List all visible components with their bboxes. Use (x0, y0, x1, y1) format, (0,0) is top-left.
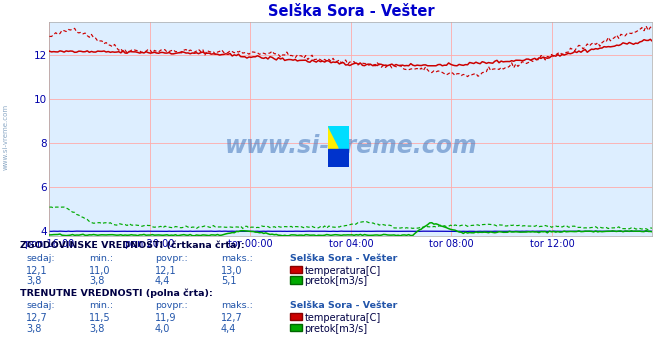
Polygon shape (328, 126, 349, 167)
Title: Selška Sora - Vešter: Selška Sora - Vešter (268, 4, 434, 19)
Text: povpr.:: povpr.: (155, 301, 188, 310)
Text: www.si-vreme.com: www.si-vreme.com (225, 134, 477, 158)
Text: temperatura[C]: temperatura[C] (304, 266, 381, 276)
Text: povpr.:: povpr.: (155, 254, 188, 263)
Text: 11,5: 11,5 (89, 313, 111, 323)
Text: 13,0: 13,0 (221, 266, 243, 276)
Bar (328, 149, 349, 167)
Text: maks.:: maks.: (221, 301, 252, 310)
Text: 5,1: 5,1 (221, 276, 237, 287)
Text: 3,8: 3,8 (26, 324, 42, 334)
Text: 12,7: 12,7 (221, 313, 243, 323)
Text: pretok[m3/s]: pretok[m3/s] (304, 324, 368, 334)
Text: Selška Sora - Vešter: Selška Sora - Vešter (290, 254, 397, 263)
Text: 3,8: 3,8 (89, 276, 104, 287)
Text: pretok[m3/s]: pretok[m3/s] (304, 276, 368, 287)
Text: 4,0: 4,0 (155, 324, 170, 334)
Text: 3,8: 3,8 (26, 276, 42, 287)
Text: TRENUTNE VREDNOSTI (polna črta):: TRENUTNE VREDNOSTI (polna črta): (20, 289, 212, 298)
Text: min.:: min.: (89, 254, 113, 263)
Text: ZGODOVINSKE VREDNOSTI (črtkana črta):: ZGODOVINSKE VREDNOSTI (črtkana črta): (20, 241, 244, 250)
Text: temperatura[C]: temperatura[C] (304, 313, 381, 323)
Text: sedaj:: sedaj: (26, 301, 55, 310)
Text: 11,0: 11,0 (89, 266, 111, 276)
Text: 4,4: 4,4 (221, 324, 236, 334)
Polygon shape (328, 126, 349, 167)
Text: 3,8: 3,8 (89, 324, 104, 334)
Text: 12,7: 12,7 (26, 313, 48, 323)
Text: Selška Sora - Vešter: Selška Sora - Vešter (290, 301, 397, 310)
Text: www.si-vreme.com: www.si-vreme.com (2, 104, 9, 170)
Text: min.:: min.: (89, 301, 113, 310)
Text: 12,1: 12,1 (26, 266, 48, 276)
Text: 4,4: 4,4 (155, 276, 170, 287)
Text: sedaj:: sedaj: (26, 254, 55, 263)
Text: maks.:: maks.: (221, 254, 252, 263)
Text: 12,1: 12,1 (155, 266, 177, 276)
Text: 11,9: 11,9 (155, 313, 177, 323)
